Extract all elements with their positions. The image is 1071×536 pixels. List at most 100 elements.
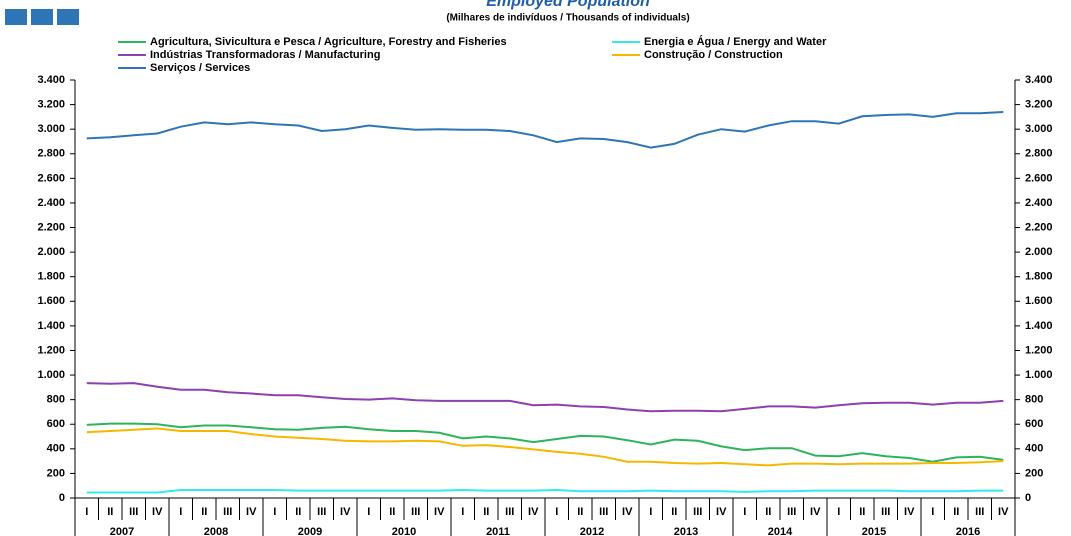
x-tick-label: II xyxy=(577,506,583,518)
y2-tick-label: 1.000 xyxy=(1025,369,1053,381)
x-group-label: 2011 xyxy=(486,526,510,536)
chart-subtitle: (Milhares de indivíduos / Thousands of i… xyxy=(446,13,689,24)
y-tick-label: 1.000 xyxy=(37,369,65,381)
x-tick-label: IV xyxy=(528,506,539,518)
y-tick-label: 2.600 xyxy=(37,172,65,184)
x-tick-label: I xyxy=(931,506,934,518)
x-tick-label: I xyxy=(367,506,370,518)
x-tick-label: II xyxy=(483,506,489,518)
x-tick-label: I xyxy=(273,506,276,518)
x-tick-label: III xyxy=(599,506,608,518)
chart-title: Employed Population xyxy=(486,0,650,10)
x-tick-label: I xyxy=(179,506,182,518)
x-tick-label: III xyxy=(317,506,326,518)
y2-tick-label: 800 xyxy=(1025,394,1043,406)
x-tick-label: III xyxy=(129,506,138,518)
y2-tick-label: 3.000 xyxy=(1025,123,1053,135)
series-line xyxy=(86,111,1004,149)
x-tick-label: I xyxy=(555,506,558,518)
x-group-label: 2008 xyxy=(204,526,228,536)
legend-label: Indústrias Transformadoras / Manufacturi… xyxy=(150,49,380,61)
x-tick-label: I xyxy=(461,506,464,518)
y2-tick-label: 400 xyxy=(1025,443,1043,455)
y2-tick-label: 2.600 xyxy=(1025,172,1053,184)
y-tick-label: 2.800 xyxy=(37,148,65,160)
x-tick-label: IV xyxy=(716,506,727,518)
y-tick-label: 2.200 xyxy=(37,221,65,233)
x-tick-label: II xyxy=(201,506,207,518)
y2-tick-label: 2.000 xyxy=(1025,246,1053,258)
y2-tick-label: 200 xyxy=(1025,467,1043,479)
y-tick-label: 200 xyxy=(47,467,65,479)
x-tick-label: IV xyxy=(340,506,351,518)
x-tick-label: IV xyxy=(622,506,633,518)
x-group-label: 2009 xyxy=(298,526,322,536)
x-tick-label: IV xyxy=(434,506,445,518)
x-tick-label: I xyxy=(85,506,88,518)
y-tick-label: 2.400 xyxy=(37,197,65,209)
series-line xyxy=(86,422,1004,463)
x-tick-label: II xyxy=(389,506,395,518)
x-group-label: 2014 xyxy=(768,526,793,536)
legend-label: Energia e Água / Energy and Water xyxy=(644,35,827,48)
y-tick-label: 3.400 xyxy=(37,74,65,86)
y-tick-label: 1.600 xyxy=(37,295,65,307)
y-tick-label: 1.400 xyxy=(37,320,65,332)
x-tick-label: II xyxy=(859,506,865,518)
x-tick-label: I xyxy=(743,506,746,518)
y2-tick-label: 600 xyxy=(1025,418,1043,430)
x-group-label: 2012 xyxy=(580,526,604,536)
logo-block xyxy=(57,9,79,25)
x-tick-label: I xyxy=(649,506,652,518)
x-group-label: 2016 xyxy=(956,526,980,536)
x-tick-label: II xyxy=(953,506,959,518)
y2-tick-label: 1.600 xyxy=(1025,295,1053,307)
x-tick-label: I xyxy=(837,506,840,518)
y-tick-label: 3.000 xyxy=(37,123,65,135)
x-tick-label: III xyxy=(693,506,702,518)
logo-block xyxy=(5,9,27,25)
y-tick-label: 400 xyxy=(47,443,65,455)
x-tick-label: II xyxy=(671,506,677,518)
y2-tick-label: 0 xyxy=(1025,492,1031,504)
x-tick-label: III xyxy=(787,506,796,518)
x-tick-label: IV xyxy=(810,506,821,518)
y-tick-label: 3.200 xyxy=(37,98,65,110)
y-tick-label: 600 xyxy=(47,418,65,430)
x-group-label: 2013 xyxy=(674,526,698,536)
y2-tick-label: 1.400 xyxy=(1025,320,1053,332)
y-tick-label: 1.800 xyxy=(37,271,65,283)
y2-tick-label: 1.800 xyxy=(1025,271,1053,283)
x-tick-label: IV xyxy=(904,506,915,518)
logo-block xyxy=(31,9,53,25)
x-group-label: 2010 xyxy=(392,526,416,536)
series-line xyxy=(86,382,1004,413)
y2-tick-label: 2.200 xyxy=(1025,221,1053,233)
series-line xyxy=(86,488,1004,494)
x-tick-label: II xyxy=(295,506,301,518)
y-tick-label: 0 xyxy=(59,492,65,504)
legend-label: Agricultura, Sivicultura e Pesca / Agric… xyxy=(150,36,507,48)
x-tick-label: III xyxy=(505,506,514,518)
series-line xyxy=(86,427,1004,467)
x-tick-label: IV xyxy=(246,506,257,518)
x-tick-label: III xyxy=(975,506,984,518)
x-tick-label: II xyxy=(765,506,771,518)
y2-tick-label: 3.400 xyxy=(1025,74,1053,86)
x-tick-label: III xyxy=(411,506,420,518)
y2-tick-label: 2.400 xyxy=(1025,197,1053,209)
x-tick-label: III xyxy=(881,506,890,518)
y-tick-label: 2.000 xyxy=(37,246,65,258)
x-group-label: 2007 xyxy=(110,526,134,536)
x-group-label: 2015 xyxy=(862,526,886,536)
legend-label: Construção / Construction xyxy=(644,49,783,61)
y2-tick-label: 2.800 xyxy=(1025,148,1053,160)
y-tick-label: 1.200 xyxy=(37,344,65,356)
x-tick-label: II xyxy=(107,506,113,518)
x-tick-label: III xyxy=(223,506,232,518)
y-tick-label: 800 xyxy=(47,394,65,406)
legend-label: Serviços / Services xyxy=(150,62,250,74)
x-tick-label: IV xyxy=(998,506,1009,518)
x-tick-label: IV xyxy=(152,506,163,518)
